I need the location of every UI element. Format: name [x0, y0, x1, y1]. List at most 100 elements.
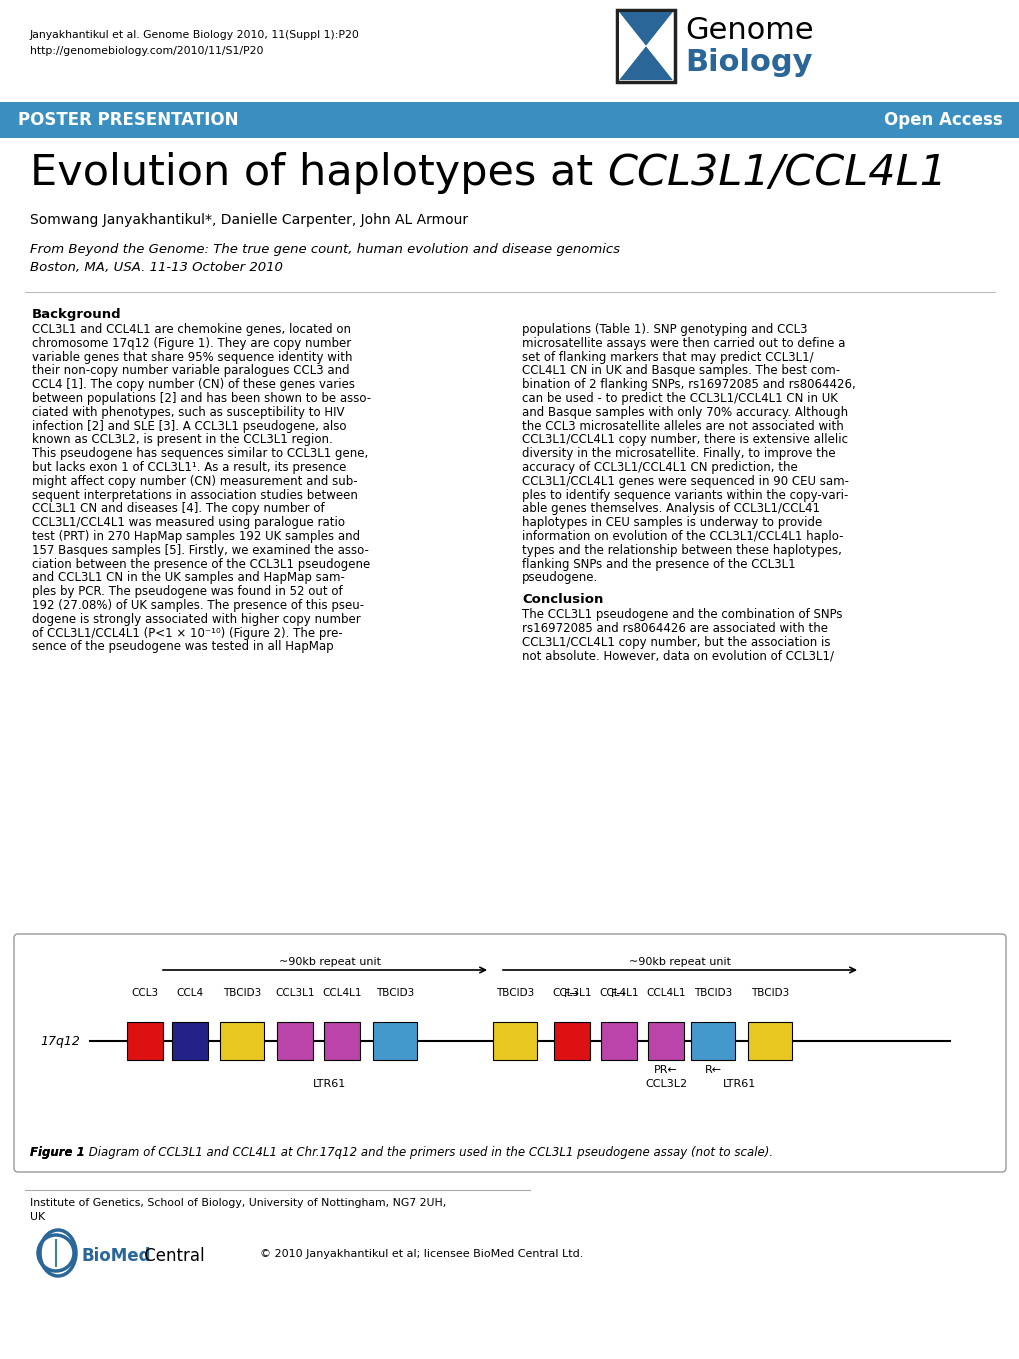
Text: information on evolution of the CCL3L1/CCL4L1 haplo-: information on evolution of the CCL3L1/C… [522, 530, 843, 544]
Bar [690, 1022, 735, 1060]
Bar [747, 1022, 791, 1060]
Text: BioMed: BioMed [82, 1248, 152, 1265]
Bar [0, 102, 1019, 139]
Text: and CCL3L1 CN in the UK samples and HapMap sam-: and CCL3L1 CN in the UK samples and HapM… [32, 571, 344, 584]
Text: CCL3L1/CCL4L1: CCL3L1/CCL4L1 [606, 152, 946, 194]
Text: Central: Central [139, 1248, 205, 1265]
Text: bination of 2 flanking SNPs, rs16972085 and rs8064426,: bination of 2 flanking SNPs, rs16972085 … [522, 378, 855, 391]
Polygon shape [619, 12, 645, 80]
Text: haplotypes in CEU samples is underway to provide: haplotypes in CEU samples is underway to… [522, 516, 821, 529]
Bar [324, 1022, 360, 1060]
Text: but lacks exon 1 of CCL3L1¹. As a result, its presence: but lacks exon 1 of CCL3L1¹. As a result… [32, 461, 346, 474]
Text: microsatellite assays were then carried out to define a: microsatellite assays were then carried … [522, 337, 845, 349]
Text: LTR61: LTR61 [722, 1079, 756, 1089]
Text: TBCID3: TBCID3 [495, 988, 534, 998]
Text: not absolute. However, data on evolution of CCL3L1/: not absolute. However, data on evolution… [522, 650, 834, 663]
Text: Figure 1: Figure 1 [30, 1146, 85, 1159]
Text: CCL4: CCL4 [176, 988, 204, 998]
Text: of CCL3L1/CCL4L1 (P<1 × 10⁻¹⁰) (Figure 2). The pre-: of CCL3L1/CCL4L1 (P<1 × 10⁻¹⁰) (Figure 2… [32, 626, 342, 640]
Text: CCL3L1: CCL3L1 [551, 988, 591, 998]
Text: Background: Background [32, 308, 121, 321]
Text: the CCL3 microsatellite alleles are not associated with: the CCL3 microsatellite alleles are not … [522, 420, 843, 432]
Text: TBCID3: TBCID3 [376, 988, 414, 998]
Text: Open Access: Open Access [883, 111, 1002, 129]
Text: 192 (27.08%) of UK samples. The presence of this pseu-: 192 (27.08%) of UK samples. The presence… [32, 599, 364, 612]
Text: might affect copy number (CN) measurement and sub-: might affect copy number (CN) measuremen… [32, 474, 358, 488]
Text: POSTER PRESENTATION: POSTER PRESENTATION [18, 111, 238, 129]
Text: chromosome 17q12 (Figure 1). They are copy number: chromosome 17q12 (Figure 1). They are co… [32, 337, 351, 349]
Text: sequent interpretations in association studies between: sequent interpretations in association s… [32, 489, 358, 501]
Text: set of flanking markers that may predict CCL3L1/: set of flanking markers that may predict… [522, 351, 813, 364]
Text: known as CCL3L2, is present in the CCL3L1 region.: known as CCL3L2, is present in the CCL3L… [32, 434, 332, 446]
Text: CCL3L1 CN and diseases [4]. The copy number of: CCL3L1 CN and diseases [4]. The copy num… [32, 503, 324, 515]
Text: diversity in the microsatellite. Finally, to improve the: diversity in the microsatellite. Finally… [522, 447, 835, 461]
Text: CCL4L1: CCL4L1 [599, 988, 638, 998]
Bar [172, 1022, 208, 1060]
Text: CCL3L1 and CCL4L1 are chemokine genes, located on: CCL3L1 and CCL4L1 are chemokine genes, l… [32, 323, 351, 336]
Text: between populations [2] and has been shown to be asso-: between populations [2] and has been sho… [32, 391, 371, 405]
Text: Boston, MA, USA. 11-13 October 2010: Boston, MA, USA. 11-13 October 2010 [30, 261, 282, 275]
Text: test (PRT) in 270 HapMap samples 192 UK samples and: test (PRT) in 270 HapMap samples 192 UK … [32, 530, 360, 544]
Text: CCL4L1: CCL4L1 [322, 988, 362, 998]
Text: Janyakhantikul et al. Genome Biology 2010, 11(Suppl 1):P20: Janyakhantikul et al. Genome Biology 201… [30, 30, 360, 39]
Text: ~90kb repeat unit: ~90kb repeat unit [279, 957, 381, 968]
Text: Somwang Janyakhantikul*, Danielle Carpenter, John AL Armour: Somwang Janyakhantikul*, Danielle Carpen… [30, 213, 468, 227]
Bar [220, 1022, 264, 1060]
Text: TBCID3: TBCID3 [750, 988, 789, 998]
Bar [616, 10, 675, 82]
Text: Institute of Genetics, School of Biology, University of Nottingham, NG7 2UH,: Institute of Genetics, School of Biology… [30, 1199, 446, 1208]
Text: From Beyond the Genome: The true gene count, human evolution and disease genomic: From Beyond the Genome: The true gene co… [30, 243, 620, 255]
Text: R←: R← [704, 1065, 720, 1075]
FancyBboxPatch shape [14, 934, 1005, 1171]
Text: http://genomebiology.com/2010/11/S1/P20: http://genomebiology.com/2010/11/S1/P20 [30, 46, 263, 56]
Polygon shape [645, 12, 673, 80]
Text: variable genes that share 95% sequence identity with: variable genes that share 95% sequence i… [32, 351, 353, 364]
Text: CCL3L2: CCL3L2 [644, 1079, 687, 1089]
Text: flanking SNPs and the presence of the CCL3L1: flanking SNPs and the presence of the CC… [522, 557, 795, 571]
Text: 17q12: 17q12 [40, 1034, 79, 1048]
Text: TBCID3: TBCID3 [693, 988, 732, 998]
Text: CCL3L1: CCL3L1 [275, 988, 315, 998]
Bar [127, 1022, 163, 1060]
Text: This pseudogene has sequences similar to CCL3L1 gene,: This pseudogene has sequences similar to… [32, 447, 368, 461]
Text: © 2010 Janyakhantikul et al; licensee BioMed Central Ltd.: © 2010 Janyakhantikul et al; licensee Bi… [260, 1249, 583, 1258]
Text: PR←: PR← [653, 1065, 678, 1075]
Text: their non-copy number variable paralogues CCL3 and: their non-copy number variable paralogue… [32, 364, 350, 378]
Text: Biology: Biology [685, 48, 812, 77]
Text: CCL3L1/CCL4L1 was measured using paralogue ratio: CCL3L1/CCL4L1 was measured using paralog… [32, 516, 344, 529]
Bar [373, 1022, 417, 1060]
Text: CCL4 [1]. The copy number (CN) of these genes varies: CCL4 [1]. The copy number (CN) of these … [32, 378, 355, 391]
Text: 157 Basques samples [5]. Firstly, we examined the asso-: 157 Basques samples [5]. Firstly, we exa… [32, 544, 369, 557]
Text: dogene is strongly associated with higher copy number: dogene is strongly associated with highe… [32, 613, 361, 625]
Text: ~90kb repeat unit: ~90kb repeat unit [629, 957, 731, 968]
Text: Evolution of haplotypes at: Evolution of haplotypes at [30, 152, 606, 194]
Text: UK: UK [30, 1212, 45, 1222]
Text: able genes themselves. Analysis of CCL3L1/CCL41: able genes themselves. Analysis of CCL3L… [522, 503, 819, 515]
Text: Genome: Genome [685, 16, 813, 45]
Text: F→: F→ [610, 989, 627, 999]
Text: F→: F→ [564, 989, 580, 999]
Text: CCL3: CCL3 [131, 988, 158, 998]
Text: ciated with phenotypes, such as susceptibility to HIV: ciated with phenotypes, such as suscepti… [32, 406, 344, 419]
Text: sence of the pseudogene was tested in all HapMap: sence of the pseudogene was tested in al… [32, 640, 333, 654]
Text: can be used - to predict the CCL3L1/CCL4L1 CN in UK: can be used - to predict the CCL3L1/CCL4… [522, 391, 837, 405]
Text: CCL4L1 CN in UK and Basque samples. The best com-: CCL4L1 CN in UK and Basque samples. The … [522, 364, 840, 378]
Text: Diagram of CCL3L1 and CCL4L1 at Chr.17q12 and the primers used in the CCL3L1 pse: Diagram of CCL3L1 and CCL4L1 at Chr.17q1… [85, 1146, 772, 1159]
Text: CCL4L1: CCL4L1 [646, 988, 685, 998]
Text: LTR61: LTR61 [313, 1079, 346, 1089]
Bar [600, 1022, 637, 1060]
Bar [277, 1022, 313, 1060]
Bar [492, 1022, 536, 1060]
Text: Evolution of haplotypes at CCL3L1/CCL4L1: Evolution of haplotypes at CCL3L1/CCL4L1 [30, 152, 946, 194]
Text: and Basque samples with only 70% accuracy. Although: and Basque samples with only 70% accurac… [522, 406, 847, 419]
Text: ciation between the presence of the CCL3L1 pseudogene: ciation between the presence of the CCL3… [32, 557, 370, 571]
Text: accuracy of CCL3L1/CCL4L1 CN prediction, the: accuracy of CCL3L1/CCL4L1 CN prediction,… [522, 461, 797, 474]
Text: ples by PCR. The pseudogene was found in 52 out of: ples by PCR. The pseudogene was found in… [32, 586, 342, 598]
Bar [647, 1022, 684, 1060]
Text: pseudogene.: pseudogene. [522, 571, 598, 584]
Polygon shape [619, 12, 673, 46]
Text: populations (Table 1). SNP genotyping and CCL3: populations (Table 1). SNP genotyping an… [522, 323, 807, 336]
Text: TBCID3: TBCID3 [223, 988, 261, 998]
Text: CCL3L1/CCL4L1 copy number, but the association is: CCL3L1/CCL4L1 copy number, but the assoc… [522, 636, 829, 648]
Text: types and the relationship between these haplotypes,: types and the relationship between these… [522, 544, 841, 557]
